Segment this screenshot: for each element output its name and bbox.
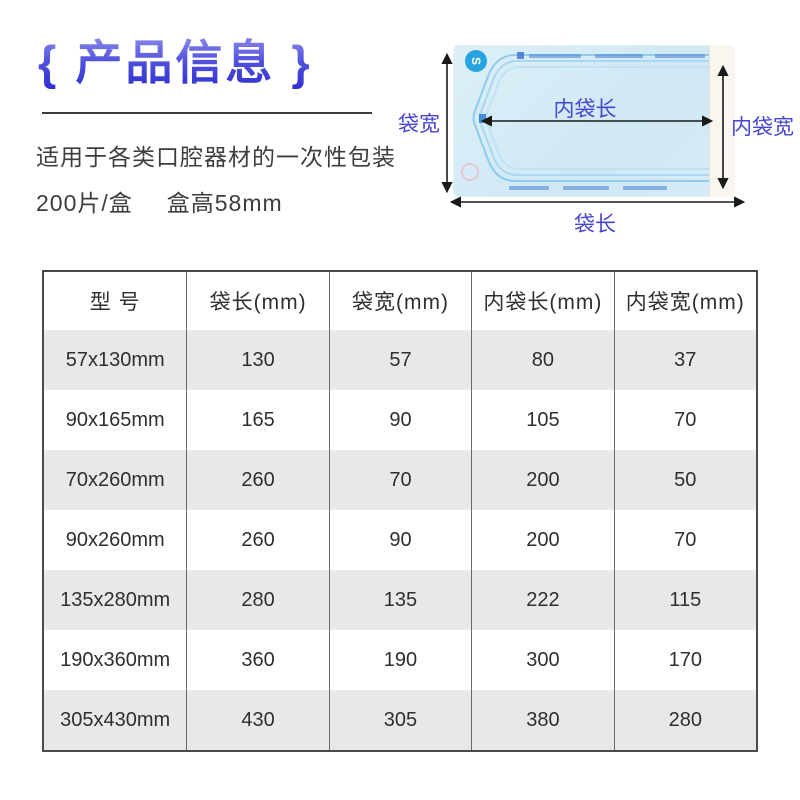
- cell-bag-width: 190: [328, 630, 472, 690]
- cell-bag-length: 360: [186, 630, 329, 690]
- cell-bag-length: 280: [186, 570, 329, 630]
- pouch-dimension-figure: S: [395, 15, 795, 237]
- cell-inner-bag-length: 222: [471, 570, 614, 630]
- pouch-print-line: [623, 186, 667, 190]
- cell-inner-bag-length: 105: [471, 390, 614, 450]
- cell-bag-length: 430: [186, 690, 329, 750]
- cell-bag-length: 130: [186, 330, 329, 390]
- table-header-row: 型 号 袋长(mm) 袋宽(mm) 内袋长(mm) 内袋宽(mm): [44, 272, 756, 330]
- col-header-inner-bag-length: 内袋长(mm): [471, 272, 614, 330]
- cell-bag-width: 135: [328, 570, 472, 630]
- box-height: 盒高58mm: [166, 190, 283, 216]
- col-header-bag-length: 袋长(mm): [186, 272, 329, 330]
- cell-inner-bag-width: 50: [613, 450, 756, 510]
- table-row: 190x360mm 360 190 300 170: [44, 630, 756, 690]
- cell-bag-width: 90: [328, 510, 472, 570]
- col-header-inner-bag-width: 内袋宽(mm): [613, 272, 756, 330]
- cell-model: 90x165mm: [44, 390, 187, 450]
- pouch-round-stamp: [461, 163, 479, 181]
- cell-bag-length: 165: [186, 390, 329, 450]
- cell-model: 90x260mm: [44, 510, 187, 570]
- cell-bag-width: 305: [328, 690, 472, 750]
- table-row: 70x260mm 260 70 200 50: [44, 450, 756, 510]
- cell-bag-width: 57: [328, 330, 472, 390]
- cell-inner-bag-length: 80: [471, 330, 614, 390]
- col-header-bag-width: 袋宽(mm): [328, 272, 472, 330]
- col-header-model: 型 号: [44, 272, 187, 330]
- cell-bag-width: 70: [328, 450, 472, 510]
- table-row: 90x165mm 165 90 105 70: [44, 390, 756, 450]
- bag-width-label: 袋宽: [398, 113, 440, 136]
- subtitle-spec: 200片/盒 盒高58mm: [36, 184, 283, 218]
- cell-bag-length: 260: [186, 450, 329, 510]
- cell-inner-bag-length: 200: [471, 510, 614, 570]
- page-title: { 产品信息 }: [38, 24, 313, 93]
- cell-model: 57x130mm: [44, 330, 187, 390]
- cell-inner-bag-length: 200: [471, 450, 614, 510]
- dimension-arrows: [441, 52, 746, 208]
- cell-inner-bag-length: 300: [471, 630, 614, 690]
- cell-inner-bag-width: 280: [613, 690, 756, 750]
- cell-inner-bag-width: 70: [613, 510, 756, 570]
- pouch-print-line: [595, 54, 643, 58]
- pouch-brand-logo: S: [465, 50, 487, 72]
- table-row: 90x260mm 260 90 200 70: [44, 510, 756, 570]
- cell-model: 135x280mm: [44, 570, 187, 630]
- pouch-print-icon: [517, 52, 524, 59]
- cell-model: 305x430mm: [44, 690, 187, 750]
- pouch-print-line: [509, 186, 549, 190]
- title-underline: [42, 112, 372, 114]
- cell-inner-bag-length: 380: [471, 690, 614, 750]
- pouch-print-line: [563, 186, 609, 190]
- table-row: 305x430mm 430 305 380 280: [44, 690, 756, 750]
- table-row: 57x130mm 130 57 80 37: [44, 330, 756, 390]
- cell-inner-bag-width: 170: [613, 630, 756, 690]
- pouch-print-line: [529, 54, 581, 58]
- cell-model: 70x260mm: [44, 450, 187, 510]
- cell-inner-bag-width: 70: [613, 390, 756, 450]
- cell-model: 190x360mm: [44, 630, 187, 690]
- cell-inner-bag-width: 37: [613, 330, 756, 390]
- cell-bag-width: 90: [328, 390, 472, 450]
- bag-length-label: 袋长: [574, 213, 616, 236]
- pouch-print-line: [655, 54, 705, 58]
- subtitle-usage: 适用于各类口腔器材的一次性包装: [36, 144, 396, 170]
- pieces-per-box: 200片/盒: [36, 190, 133, 216]
- cell-inner-bag-width: 115: [613, 570, 756, 630]
- cell-bag-length: 260: [186, 510, 329, 570]
- inner-bag-width-label: 内袋宽: [731, 116, 794, 139]
- table-row: 135x280mm 280 135 222 115: [44, 570, 756, 630]
- size-table: 型 号 袋长(mm) 袋宽(mm) 内袋长(mm) 内袋宽(mm) 57x130…: [42, 270, 758, 752]
- inner-bag-length-label: 内袋长: [553, 98, 617, 121]
